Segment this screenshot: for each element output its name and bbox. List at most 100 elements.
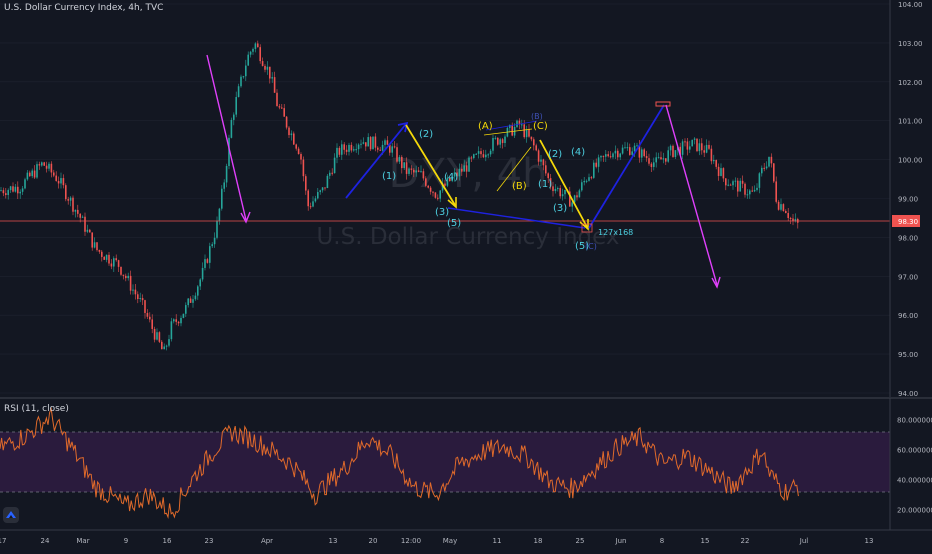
candle: [655, 157, 657, 163]
candle: [557, 188, 559, 190]
candle: [734, 180, 737, 182]
candle: [393, 146, 396, 148]
last-price-label: 98.30: [898, 218, 918, 226]
candle: [19, 191, 21, 194]
candle: [749, 190, 751, 195]
candle: [461, 168, 463, 172]
candle: [307, 190, 309, 207]
candle: [213, 237, 216, 245]
wave-drawings[interactable]: [206, 54, 721, 289]
candle: [7, 190, 9, 196]
rsi-indicator-label[interactable]: RSI (11, close): [4, 404, 69, 414]
candle: [165, 345, 168, 347]
candle: [384, 140, 386, 145]
candle: [381, 144, 384, 151]
candle: [672, 145, 674, 157]
candle: [374, 136, 377, 148]
price-tick-label: 96.00: [898, 312, 918, 320]
projection-peak-marker[interactable]: [655, 101, 671, 107]
candle: [98, 250, 101, 252]
time-tick-label: Apr: [261, 537, 273, 545]
candle: [698, 143, 701, 152]
candle: [489, 150, 492, 155]
candle: [521, 124, 523, 126]
candle: [665, 158, 667, 162]
candle: [542, 159, 545, 166]
candle: [681, 141, 684, 155]
price-tick-label: 103.00: [898, 40, 923, 48]
projection-arrow-down[interactable]: [665, 104, 718, 286]
candle: [629, 147, 631, 155]
candle: [389, 144, 391, 153]
wave-arrow-yellow-2[interactable]: [539, 139, 588, 228]
candle: [113, 258, 115, 267]
candle: [422, 171, 425, 179]
candle: [571, 202, 573, 207]
candle: [295, 144, 297, 149]
candle: [705, 144, 708, 153]
candle: [530, 136, 533, 140]
candle: [386, 140, 389, 145]
candle: [326, 175, 329, 189]
candle: [420, 171, 422, 173]
candle: [365, 142, 367, 147]
candle: [338, 147, 341, 155]
last-price-badge: [892, 215, 920, 227]
candle: [105, 254, 108, 260]
wave-label: (5): [447, 218, 461, 229]
candle: [252, 48, 254, 52]
candle: [336, 147, 338, 158]
wave-arrow-yellow-1[interactable]: [405, 124, 456, 206]
symbol-title[interactable]: U.S. Dollar Currency Index, 4h, TVC: [4, 3, 164, 13]
arrow-head: [711, 276, 721, 289]
candle: [249, 51, 252, 55]
candle: [482, 154, 485, 158]
candle: [473, 154, 475, 159]
candle: [590, 177, 593, 179]
candle: [441, 183, 444, 191]
candle: [569, 191, 571, 207]
time-axis[interactable]: 17 24 Mar 9 16 23 Apr 13 20 12:00 May 11 18 25 Jun 8 15 2…: [0, 537, 873, 545]
measure-box[interactable]: [581, 223, 593, 233]
price-axis[interactable]: 104.00 103.00 102.00 101.00 100.00 99.00 98.00…: [898, 1, 923, 398]
candle: [278, 106, 281, 108]
candle: [607, 154, 609, 157]
rsi-axis[interactable]: 80.0000000 60.0000000 40.0000000 20.0000000: [897, 417, 932, 515]
candle: [189, 298, 192, 303]
candle: [609, 156, 612, 158]
tradingview-logo-icon[interactable]: [3, 507, 19, 523]
candle: [144, 300, 146, 313]
arrow-head: [240, 211, 251, 224]
time-tick-label: 15: [701, 537, 710, 545]
candle: [415, 170, 417, 173]
wave-arrow-blue-1[interactable]: [345, 123, 407, 199]
projection-arrow-up[interactable]: [588, 104, 665, 229]
candle: [794, 219, 797, 222]
wave-line-blue[interactable]: [447, 207, 586, 229]
candle: [523, 124, 525, 138]
candle: [362, 142, 365, 144]
candle: [333, 157, 336, 174]
candle: [444, 183, 446, 186]
arrow-head: [447, 197, 457, 209]
candle: [554, 188, 557, 192]
candle: [624, 147, 626, 149]
time-tick-label: 18: [534, 537, 543, 545]
time-tick-label: 13: [865, 537, 874, 545]
candle: [158, 332, 161, 342]
candle: [768, 156, 770, 167]
wave-arrow-magenta-1[interactable]: [206, 54, 247, 221]
candle: [9, 186, 12, 191]
candle: [746, 194, 749, 196]
candle: [621, 147, 624, 154]
candle: [115, 258, 117, 261]
candle: [528, 129, 530, 137]
candle: [751, 190, 753, 192]
candle: [221, 188, 223, 209]
candle: [67, 199, 69, 201]
candle: [38, 164, 41, 166]
wave-label: (3): [553, 203, 567, 214]
candlestick-series[interactable]: [0, 40, 799, 351]
